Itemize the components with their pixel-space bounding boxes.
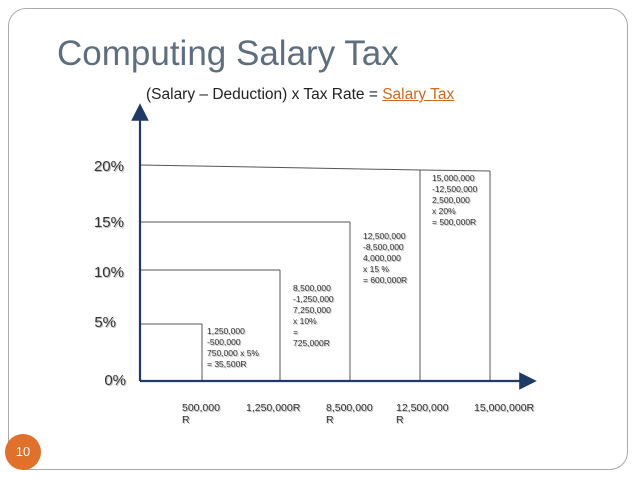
x-label-text: 1,250,000R: [246, 402, 301, 414]
calc-line: x 20%: [432, 206, 456, 216]
calc-line: 15,000,000: [432, 173, 475, 183]
calc-line: -8,500,000: [363, 242, 404, 252]
x-label-1250000: 1,250,000R: [246, 402, 300, 414]
formula: (Salary – Deduction) x Tax Rate = Salary…: [146, 86, 454, 104]
x-label-text: 12,500,000: [396, 402, 449, 414]
y-label-20: 20%: [93, 158, 124, 175]
x-label-unit: R: [326, 414, 334, 426]
calc-line: -12,500,000: [432, 184, 478, 194]
x-label-500000: 500,000 R: [182, 402, 220, 426]
calc-line: -500,000: [207, 337, 241, 347]
calc-line: = 500,000R: [432, 217, 477, 227]
calc-line: = 35,500R: [207, 359, 247, 369]
calc-line: -1,250,000: [293, 294, 334, 304]
calc-line: 1,250,000: [207, 326, 245, 336]
formula-highlight: Salary Tax: [382, 86, 455, 103]
calc-line: x 15 %: [363, 264, 389, 274]
x-label-text: 500,000: [182, 402, 220, 414]
bracket-calc-5pct: 1,250,000 -500,000 750,000 x 5% = 35,500…: [207, 326, 259, 370]
slide-frame: [8, 8, 628, 470]
calc-line: x 10%: [293, 316, 317, 326]
y-label-15: 15%: [93, 214, 124, 231]
x-label-unit: R: [182, 414, 190, 426]
calc-line: 725,000R: [293, 338, 330, 348]
y-label-5: 5%: [94, 314, 116, 331]
calc-line: 750,000 x 5%: [207, 348, 259, 358]
calc-line: 7,250,000: [293, 305, 331, 315]
slide-number-badge: 10: [5, 434, 41, 470]
y-label-10: 10%: [93, 264, 124, 281]
formula-text: (Salary – Deduction) x Tax Rate =: [146, 86, 383, 103]
calc-line: 8,500,000: [293, 283, 331, 293]
bracket-calc-15pct: 12,500,000 -8,500,000 4,000,000 x 15 % =…: [363, 231, 407, 286]
x-label-text: 8,500,000: [326, 402, 373, 414]
calc-line: 12,500,000: [363, 231, 406, 241]
bracket-calc-20pct: 15,000,000 -12,500,000 2,500,000 x 20% =…: [432, 173, 477, 228]
slide-title: Computing Salary Tax: [57, 34, 399, 73]
x-label-8500000: 8,500,000 R: [326, 402, 373, 426]
y-label-0: 0%: [104, 372, 126, 389]
calc-line: 2,500,000: [432, 195, 470, 205]
x-label-text: 15,000,000R: [474, 402, 535, 414]
step-line-top: [419, 169, 491, 172]
calc-line: 4,000,000: [363, 253, 401, 263]
x-label-unit: R: [396, 414, 404, 426]
x-label-15000000: 15,000,000R: [474, 402, 534, 414]
bracket-calc-10pct: 8,500,000 -1,250,000 7,250,000 x 10% = 7…: [293, 283, 334, 349]
calc-line: = 600,000R: [363, 275, 408, 285]
calc-line: =: [293, 327, 298, 337]
x-label-12500000: 12,500,000 R: [396, 402, 449, 426]
step-line-20: [139, 164, 421, 171]
